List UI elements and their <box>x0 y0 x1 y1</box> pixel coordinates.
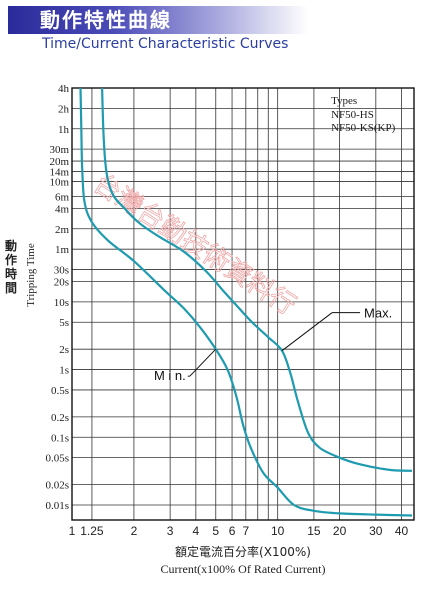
x-tick-label: 2 <box>131 524 138 538</box>
y-tick-label: 20m <box>49 156 69 168</box>
x-tick-label: 1.25 <box>80 524 104 538</box>
y-tick-label: 1s <box>59 365 69 377</box>
x-tick-label: 6 <box>229 524 236 538</box>
y-tick-label: 0.02s <box>45 480 69 492</box>
legend-title: Types <box>331 95 357 107</box>
annotation-leader <box>189 348 217 377</box>
x-axis-label-zh: 額定電流百分率(X100%) <box>175 544 311 559</box>
x-tick-label: 4 <box>192 524 199 538</box>
watermark: 台灣台勤技術資料行 <box>88 168 301 322</box>
annotations: Max. M i n. <box>154 306 392 383</box>
y-tick-label: 0.5s <box>51 385 69 397</box>
annotation-label: M i n. <box>154 368 186 383</box>
y-tick-label: 5s <box>59 317 69 329</box>
series-curve-max <box>101 87 413 472</box>
annotation-label: Max. <box>364 306 392 321</box>
y-tick-label: 1m <box>55 244 70 256</box>
header-band <box>8 6 308 34</box>
x-tick-label: 15 <box>307 524 321 538</box>
x-tick-label: 5 <box>212 524 219 538</box>
y-tick-label: 30m <box>49 144 69 156</box>
y-tick-label: 1h <box>58 124 70 136</box>
page-title-en: Time/Current Characteristic Curves <box>42 36 289 52</box>
y-tick-label: 6m <box>55 191 70 203</box>
x-tick-label: 10 <box>271 524 285 538</box>
x-tick-label: 30 <box>369 524 383 538</box>
y-tick-label: 4h <box>58 83 70 95</box>
y-axis-label-en: Tripping Time <box>25 243 37 307</box>
y-tick-label: 30s <box>54 265 69 277</box>
x-tick-label: 1 <box>69 524 76 538</box>
legend-item: NF50-HS <box>331 109 374 121</box>
chart-grid <box>71 87 414 520</box>
series-curve-min <box>79 87 413 517</box>
y-axis-label-zh-char: 動 <box>5 238 17 253</box>
annotation-leader <box>281 312 333 352</box>
y-tick-label: 2m <box>55 224 70 236</box>
y-tick-label: 14m <box>49 167 69 179</box>
legend-item: NF50-KS(KP) <box>331 122 396 134</box>
x-tick-label: 3 <box>167 524 174 538</box>
y-axis-label-zh-char: 作 <box>5 252 17 267</box>
y-axis-label-zh-char: 時 <box>5 266 17 281</box>
watermark-text: 台灣台勤技術資料行 <box>88 169 301 322</box>
y-tick-label: 0.2s <box>51 412 69 424</box>
x-axis-label-en: Current(x100% Of Rated Current) <box>161 562 326 576</box>
x-tick-label: 7 <box>242 524 249 538</box>
y-tick-label: 20s <box>54 276 69 288</box>
y-tick-label: 2s <box>59 344 69 356</box>
y-tick-label: 0.05s <box>45 453 69 465</box>
y-tick-label: 10m <box>49 176 69 188</box>
x-tick-label: 40 <box>395 524 409 538</box>
x-tick-label: 20 <box>333 524 347 538</box>
y-tick-label: 4m <box>55 203 70 215</box>
curves <box>79 87 413 517</box>
y-tick-label: 0.1s <box>51 432 69 444</box>
plot-frame <box>71 87 415 521</box>
y-tick-label: 2h <box>58 103 70 115</box>
page-title-zh: 動作特性曲線 <box>40 8 172 32</box>
y-tick-label: 0.01s <box>45 500 69 512</box>
y-tick-label: 10s <box>54 297 69 309</box>
y-axis-label-zh-char: 間 <box>5 281 17 295</box>
